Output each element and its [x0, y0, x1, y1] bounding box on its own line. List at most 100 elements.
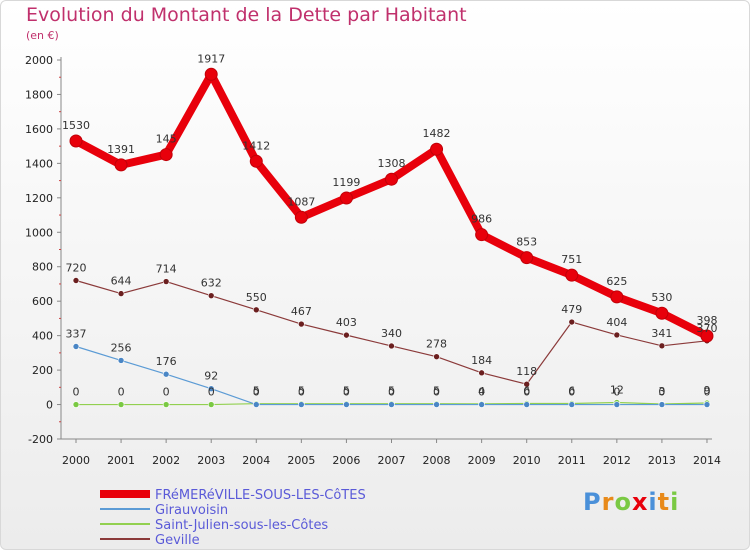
data-point [207, 292, 215, 299]
data-label: 5 [343, 385, 350, 398]
data-point [703, 401, 711, 408]
data-point [298, 401, 305, 408]
data-point [72, 401, 80, 408]
data-label: 5 [433, 385, 440, 398]
data-label: 4 [478, 385, 485, 398]
data-label: 632 [201, 277, 222, 290]
data-label: 550 [246, 291, 267, 304]
data-label: 751 [561, 253, 582, 266]
y-tick-label: 2000 [25, 54, 53, 67]
data-label: 398 [696, 314, 717, 327]
data-label: 337 [66, 327, 87, 340]
data-point [478, 401, 485, 408]
y-tick-label: 1800 [25, 88, 53, 101]
data-point [478, 369, 485, 377]
data-label: 370 [696, 322, 717, 335]
data-point [162, 401, 170, 408]
data-point [388, 342, 395, 350]
data-point [613, 331, 621, 339]
data-label: 0 [433, 386, 440, 399]
data-point [252, 306, 260, 314]
data-point [610, 290, 624, 304]
data-point [207, 385, 215, 392]
x-tick-label: 2010 [513, 454, 541, 467]
data-label: 256 [111, 341, 132, 354]
data-label: 12 [610, 383, 624, 396]
data-point [520, 251, 534, 265]
data-label: 0 [208, 386, 215, 399]
x-tick-label: 2003 [197, 454, 225, 467]
data-point [388, 401, 395, 408]
data-label: 403 [336, 316, 357, 329]
data-point [69, 134, 83, 148]
data-label: 986 [471, 213, 492, 226]
x-tick-label: 2014 [693, 454, 721, 467]
data-label: 644 [111, 275, 132, 288]
legend-label: Saint-Julien-sous-les-Côtes [155, 518, 328, 533]
data-point [658, 342, 666, 350]
x-tick-label: 2012 [603, 454, 631, 467]
data-point [523, 380, 531, 388]
data-label: 340 [381, 327, 402, 340]
data-label: 0 [343, 386, 350, 399]
x-tick-label: 2011 [558, 454, 586, 467]
logo-letter: i [648, 488, 658, 516]
data-point [565, 268, 579, 282]
data-point [298, 320, 305, 328]
data-label: 1530 [62, 119, 90, 132]
data-point [339, 191, 353, 205]
x-tick-label: 2001 [107, 454, 135, 467]
data-label: 0 [253, 386, 260, 399]
logo-letter: P [583, 488, 602, 516]
data-point [433, 401, 440, 408]
data-label: 0 [298, 386, 305, 399]
data-point [204, 67, 218, 81]
data-point [72, 343, 80, 350]
x-tick-label: 2002 [152, 454, 180, 467]
data-label: 184 [471, 354, 492, 367]
x-tick-label: 2008 [423, 454, 451, 467]
data-point [117, 357, 125, 364]
y-tick-label: 400 [32, 330, 53, 343]
data-label: 341 [651, 327, 672, 340]
data-label: 5 [298, 385, 305, 398]
data-label: 0 [478, 386, 485, 399]
data-label: 0 [388, 386, 395, 399]
x-tick-label: 2004 [242, 454, 270, 467]
data-label: 92 [204, 370, 218, 383]
data-label: 5 [388, 385, 395, 398]
y-tick-label: 0 [46, 399, 53, 412]
data-label: 530 [651, 291, 672, 304]
data-label: 0 [73, 386, 80, 399]
data-label: 714 [156, 263, 177, 276]
x-tick-label: 2013 [648, 454, 676, 467]
y-tick-label: 200 [32, 364, 53, 377]
y-tick-label: 600 [32, 295, 53, 308]
data-label: 0 [163, 386, 170, 399]
data-point [207, 401, 215, 408]
proxiti-logo: Proxiti [583, 488, 679, 516]
data-label: 176 [156, 355, 177, 368]
data-label: 1391 [107, 143, 135, 156]
y-tick-label: 800 [32, 261, 53, 274]
x-tick-label: 2009 [468, 454, 496, 467]
logo-letter: o [614, 488, 632, 516]
data-label: 0 [703, 386, 710, 399]
data-label: 1087 [287, 195, 315, 208]
data-label: 1412 [242, 139, 270, 152]
data-label: 479 [561, 303, 582, 316]
data-point [568, 401, 576, 408]
data-point [658, 401, 666, 408]
logo-letter: x [631, 488, 649, 516]
data-label: 0 [118, 386, 125, 399]
chart-title: Evolution du Montant de la Dette par Hab… [26, 4, 467, 26]
legend-label: Girauvoisin [155, 503, 228, 518]
data-point [162, 278, 170, 285]
logo-letter: t [657, 488, 671, 516]
data-label: 6 [568, 385, 575, 398]
data-label: 1917 [197, 52, 225, 65]
data-point [162, 370, 170, 378]
logo-letter: r [601, 488, 615, 516]
y-tick-label: 1200 [25, 192, 53, 205]
